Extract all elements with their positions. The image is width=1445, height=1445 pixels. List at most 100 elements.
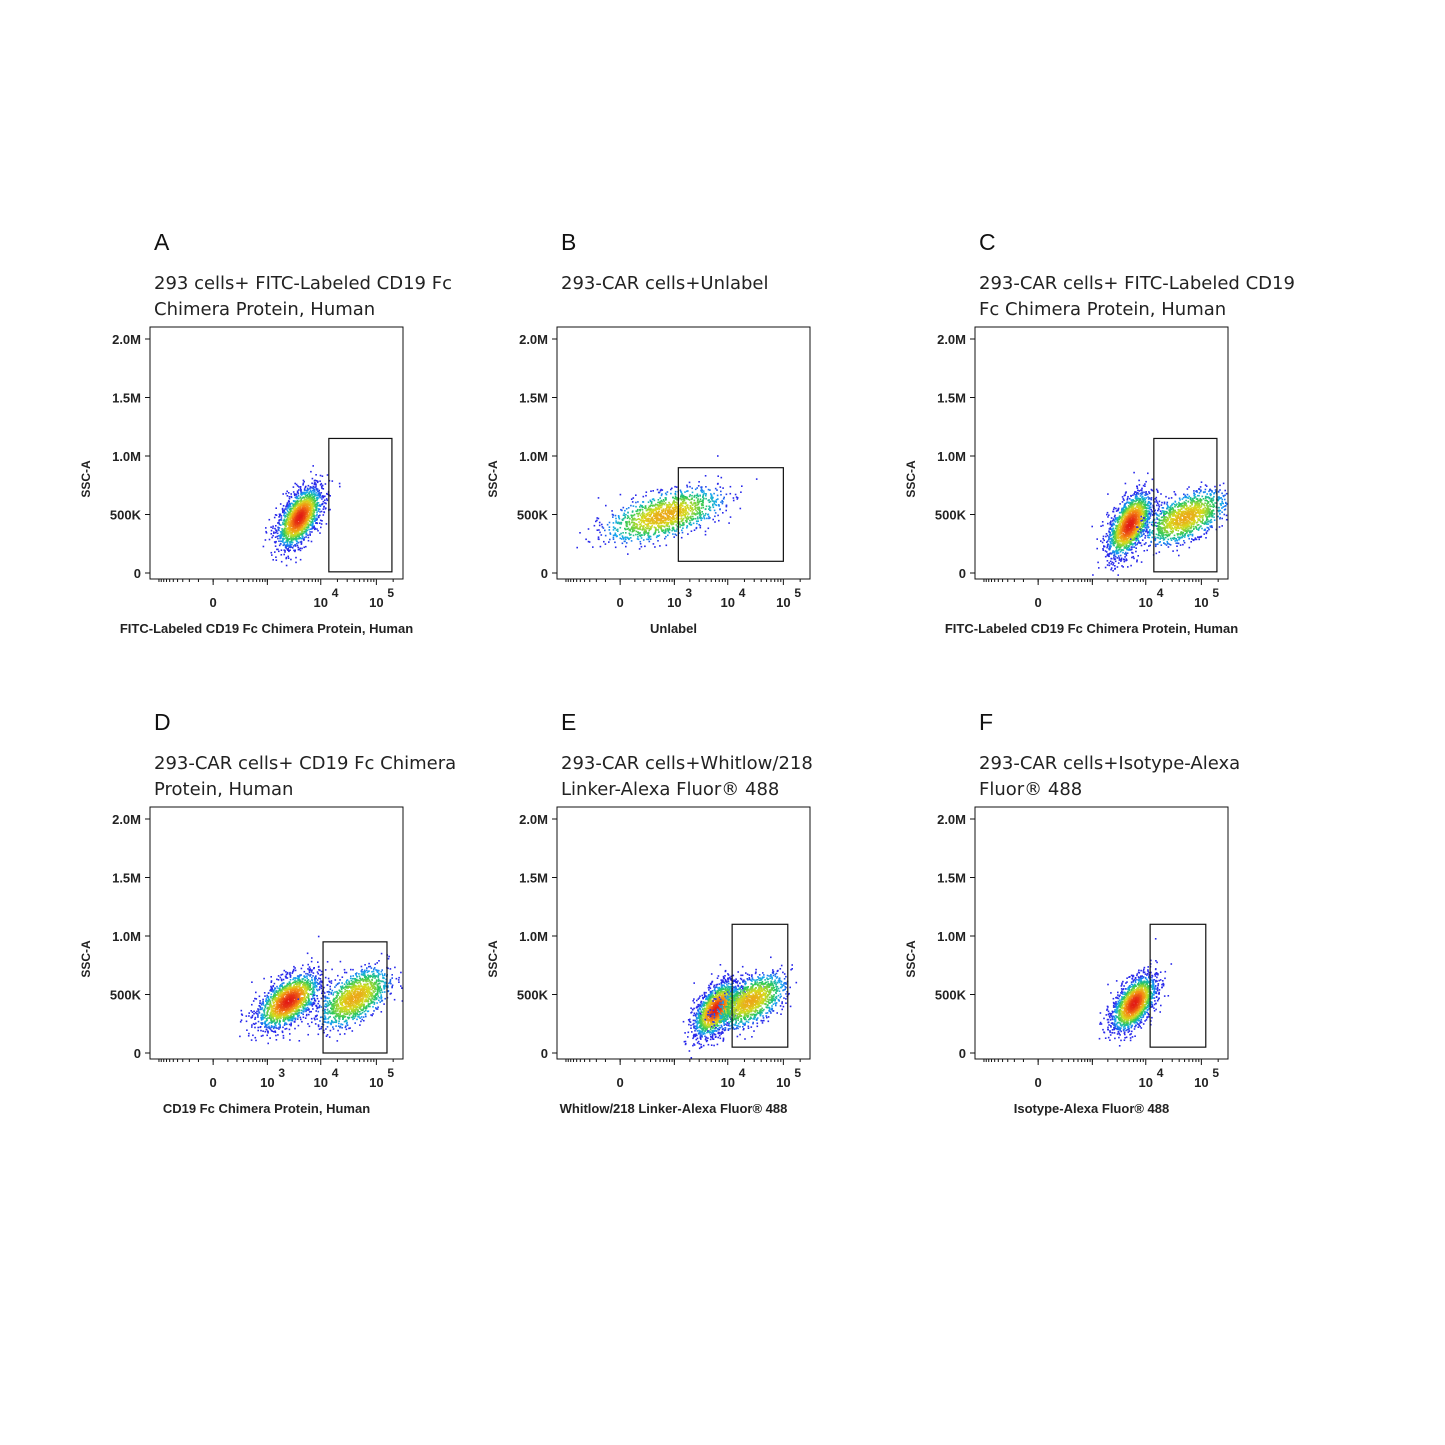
event-dot xyxy=(301,535,304,538)
event-dot xyxy=(278,513,281,516)
event-dot xyxy=(684,515,686,517)
event-dot xyxy=(1143,512,1145,514)
event-dot xyxy=(636,527,639,530)
event-dot xyxy=(1134,509,1137,511)
event-dot xyxy=(1143,550,1146,552)
event-dot xyxy=(1130,521,1132,524)
event-dot xyxy=(669,512,672,514)
event-dot xyxy=(1111,533,1114,536)
event-dot xyxy=(655,510,658,513)
event-dot xyxy=(621,518,624,521)
event-dot xyxy=(657,499,660,501)
event-dot xyxy=(273,516,276,519)
event-dot xyxy=(284,541,286,544)
event-dot xyxy=(624,527,626,530)
event-dot xyxy=(622,532,624,534)
event-dot xyxy=(679,498,682,500)
event-dot xyxy=(304,527,306,530)
event-dot xyxy=(298,497,300,500)
event-dot xyxy=(671,520,674,523)
event-dot xyxy=(646,512,649,515)
event-dot xyxy=(678,505,681,508)
panel-letter: B xyxy=(561,229,576,255)
event-dot xyxy=(692,512,695,515)
event-dot xyxy=(1110,528,1113,531)
event-dot xyxy=(661,510,663,512)
event-dot xyxy=(322,500,325,503)
event-dot xyxy=(304,506,307,509)
event-dot xyxy=(318,508,321,511)
event-dot xyxy=(592,546,594,548)
event-dot xyxy=(691,494,693,497)
event-dot xyxy=(1144,503,1147,506)
event-dot xyxy=(1096,547,1098,550)
event-dot xyxy=(622,514,625,516)
event-dot xyxy=(1128,545,1130,547)
event-dot xyxy=(619,526,622,529)
event-dot xyxy=(637,515,639,517)
event-dot xyxy=(1118,532,1121,535)
x-axis-label: FITC-Labeled CD19 Fc Chimera Protein, Hu… xyxy=(120,621,413,636)
event-dot xyxy=(1122,544,1125,546)
event-dot xyxy=(661,530,663,532)
event-dot xyxy=(1149,506,1152,508)
event-dot xyxy=(285,505,288,507)
event-dot xyxy=(307,526,310,529)
event-dot xyxy=(296,534,299,536)
event-dot xyxy=(635,519,637,521)
event-dot xyxy=(287,548,289,550)
event-dot xyxy=(304,512,306,514)
event-dot xyxy=(648,540,651,543)
event-dot xyxy=(1123,541,1125,543)
event-dot xyxy=(688,523,691,526)
event-dot xyxy=(1142,524,1145,526)
event-dot xyxy=(271,536,273,539)
y-tick-label: 1.0M xyxy=(519,449,548,464)
event-dot xyxy=(1154,509,1156,512)
event-dot xyxy=(624,509,626,512)
event-dot xyxy=(597,517,600,520)
y-tick-label: 500K xyxy=(517,508,549,523)
event-dot xyxy=(280,554,283,556)
event-dot xyxy=(1145,513,1148,515)
event-dot xyxy=(315,474,317,476)
event-dot xyxy=(695,526,698,529)
event-dot xyxy=(685,507,687,510)
event-dot xyxy=(1158,541,1161,544)
event-dot xyxy=(645,515,648,518)
event-dot xyxy=(312,499,315,501)
event-dot xyxy=(312,485,315,488)
event-dot xyxy=(286,530,288,533)
event-dot xyxy=(692,504,694,506)
event-dot xyxy=(674,530,676,532)
event-dot xyxy=(622,506,625,509)
event-dot xyxy=(295,513,298,515)
event-dot xyxy=(284,545,287,548)
event-dot xyxy=(290,541,293,543)
event-dot xyxy=(1107,553,1109,555)
event-dot xyxy=(1121,511,1123,514)
event-dot xyxy=(312,496,315,499)
event-dot xyxy=(1131,518,1134,520)
event-dot xyxy=(685,490,688,493)
event-dot xyxy=(283,519,286,522)
event-dot xyxy=(683,523,685,526)
event-dot xyxy=(1134,491,1136,493)
event-dot xyxy=(673,499,675,502)
event-dot xyxy=(1126,538,1128,540)
event-dot xyxy=(1119,524,1121,526)
event-dot xyxy=(1131,534,1133,537)
event-dot xyxy=(310,540,313,543)
event-dot xyxy=(666,525,669,527)
event-dot xyxy=(1161,510,1164,512)
event-dot xyxy=(686,504,689,506)
event-dot xyxy=(609,538,611,541)
event-dot xyxy=(1131,539,1133,542)
event-dot xyxy=(274,531,277,534)
event-dot xyxy=(307,506,310,509)
event-dot xyxy=(621,542,624,545)
event-dot xyxy=(1150,513,1152,516)
event-dot xyxy=(625,545,627,548)
event-dot xyxy=(680,511,682,513)
event-dot xyxy=(622,538,625,540)
